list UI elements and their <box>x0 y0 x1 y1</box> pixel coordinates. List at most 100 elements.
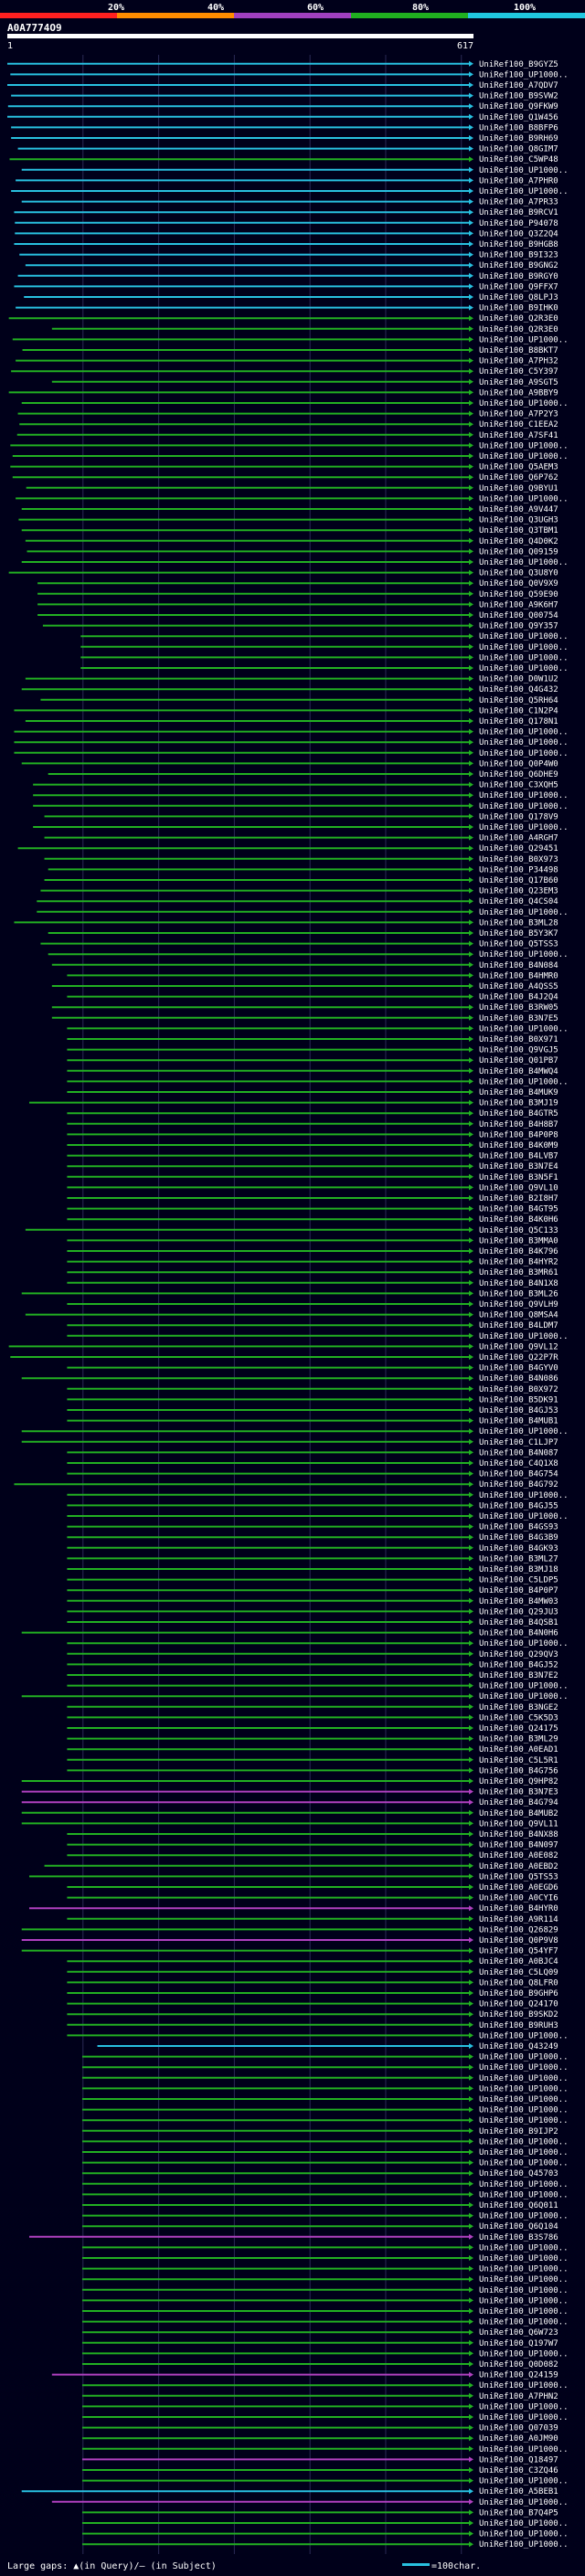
hit-label[interactable]: UniRef100_A7SF41 <box>479 431 558 440</box>
hit-label[interactable]: UniRef100_B2I8H7 <box>479 1194 558 1203</box>
hit-label[interactable]: UniRef100_Q29QV3 <box>479 1650 558 1659</box>
hit-label[interactable]: UniRef100_Q43249 <box>479 2042 558 2051</box>
hit-label[interactable]: UniRef100_Q9VGJ5 <box>479 1046 558 1055</box>
hit-label[interactable]: UniRef100_UP1000.. <box>479 2254 569 2263</box>
hit-label[interactable]: UniRef100_UP1000.. <box>479 632 569 641</box>
hit-label[interactable]: UniRef100_Q18497 <box>479 2455 558 2465</box>
hit-label[interactable]: UniRef100_UP1000.. <box>479 1639 569 1648</box>
hit-label[interactable]: UniRef100_B4N087 <box>479 1448 558 1458</box>
hit-label[interactable]: UniRef100_Q01PB7 <box>479 1056 558 1065</box>
hit-label[interactable]: UniRef100_B4G792 <box>479 1480 558 1489</box>
hit-label[interactable]: UniRef100_UP1000.. <box>479 2477 569 2486</box>
hit-label[interactable]: UniRef100_UP1000.. <box>479 2318 569 2327</box>
hit-label[interactable]: UniRef100_Q8LFR0 <box>479 1978 558 1988</box>
hit-label[interactable]: UniRef100_B9IJP2 <box>479 2127 558 2136</box>
hit-label[interactable]: UniRef100_Q9FKW9 <box>479 102 558 111</box>
hit-label[interactable]: UniRef100_UP1000.. <box>479 1682 569 1691</box>
hit-label[interactable]: UniRef100_UP1000.. <box>479 653 569 663</box>
hit-label[interactable]: UniRef100_B9IHK0 <box>479 304 558 313</box>
hit-label[interactable]: UniRef100_B9RCV1 <box>479 208 558 217</box>
hit-label[interactable]: UniRef100_B4LDM7 <box>479 1321 558 1330</box>
hit-label[interactable]: UniRef100_UP1000.. <box>479 2116 569 2125</box>
hit-label[interactable]: UniRef100_B9GNG2 <box>479 261 558 270</box>
hit-label[interactable]: UniRef100_Q9Y357 <box>479 622 558 631</box>
hit-label[interactable]: UniRef100_Q0P4W0 <box>479 759 558 769</box>
hit-label[interactable]: UniRef100_A7P2Y3 <box>479 410 558 419</box>
hit-label[interactable]: UniRef100_UP1000.. <box>479 2402 569 2412</box>
hit-label[interactable]: UniRef100_B4K0H6 <box>479 1215 558 1224</box>
hit-label[interactable]: UniRef100_UP1000.. <box>479 2106 569 2115</box>
hit-label[interactable]: UniRef100_Q2R3E0 <box>479 325 558 334</box>
hit-label[interactable]: UniRef100_Q3Z2Q4 <box>479 229 558 239</box>
hit-label[interactable]: UniRef100_C4Q1X8 <box>479 1459 558 1468</box>
hit-label[interactable]: UniRef100_B4GJ53 <box>479 1406 558 1415</box>
hit-label[interactable]: UniRef100_B9RH69 <box>479 134 558 143</box>
hit-label[interactable]: UniRef100_Q4G432 <box>479 685 558 694</box>
hit-label[interactable]: UniRef100_Q9HP82 <box>479 1777 558 1786</box>
hit-label[interactable]: UniRef100_UP1000.. <box>479 2212 569 2221</box>
hit-label[interactable]: UniRef100_Q4D0K2 <box>479 537 558 546</box>
hit-label[interactable]: UniRef100_B4MUK9 <box>479 1088 558 1097</box>
hit-label[interactable]: UniRef100_B3ML29 <box>479 1735 558 1744</box>
hit-label[interactable]: UniRef100_C5K5D3 <box>479 1713 558 1723</box>
hit-label[interactable]: UniRef100_Q3U8Y0 <box>479 569 558 578</box>
hit-label[interactable]: UniRef100_C3ZQ46 <box>479 2466 558 2475</box>
hit-label[interactable]: UniRef100_Q197W7 <box>479 2339 558 2348</box>
hit-label[interactable]: UniRef100_UP1000.. <box>479 2063 569 2072</box>
hit-label[interactable]: UniRef100_Q8GIM7 <box>479 145 558 154</box>
hit-label[interactable]: UniRef100_Q29451 <box>479 844 558 853</box>
hit-label[interactable]: UniRef100_UP1000.. <box>479 399 569 408</box>
hit-label[interactable]: UniRef100_Q178N1 <box>479 717 558 726</box>
hit-label[interactable]: UniRef100_B5DK91 <box>479 1395 558 1405</box>
hit-label[interactable]: UniRef100_C5LDP5 <box>479 1576 558 1585</box>
hit-label[interactable]: UniRef100_UP1000.. <box>479 2498 569 2507</box>
hit-label[interactable]: UniRef100_C1LJP7 <box>479 1438 558 1447</box>
hit-label[interactable]: UniRef100_B4K796 <box>479 1247 558 1256</box>
hit-label[interactable]: UniRef100_B4P0P8 <box>479 1130 558 1140</box>
hit-label[interactable]: UniRef100_UP1000.. <box>479 2530 569 2539</box>
hit-label[interactable]: UniRef100_Q5TS53 <box>479 1872 558 1882</box>
hit-label[interactable]: UniRef100_Q5TSS3 <box>479 940 558 949</box>
hit-label[interactable]: UniRef100_UP1000.. <box>479 1512 569 1521</box>
hit-label[interactable]: UniRef100_B9HGB8 <box>479 240 558 249</box>
hit-label[interactable]: UniRef100_P94078 <box>479 219 558 228</box>
hit-label[interactable]: UniRef100_UP1000.. <box>479 2243 569 2253</box>
hit-label[interactable]: UniRef100_Q17B60 <box>479 876 558 885</box>
hit-label[interactable]: UniRef100_A9V447 <box>479 505 558 514</box>
hit-label[interactable]: UniRef100_Q9FFX7 <box>479 282 558 292</box>
hit-label[interactable]: UniRef100_Q178V9 <box>479 812 558 822</box>
hit-label[interactable]: UniRef100_UP1000.. <box>479 1077 569 1087</box>
hit-label[interactable]: UniRef100_B0X972 <box>479 1385 558 1394</box>
hit-label[interactable]: UniRef100_B4QSB1 <box>479 1618 558 1627</box>
hit-label[interactable]: UniRef100_B4P0P7 <box>479 1586 558 1595</box>
hit-label[interactable]: UniRef100_UP1000.. <box>479 1427 569 1436</box>
hit-label[interactable]: UniRef100_Q2R3E0 <box>479 314 558 323</box>
hit-label[interactable]: UniRef100_Q59E90 <box>479 590 558 599</box>
hit-label[interactable]: UniRef100_B9RGY0 <box>479 272 558 281</box>
hit-label[interactable]: UniRef100_UP1000.. <box>479 1024 569 1034</box>
hit-label[interactable]: UniRef100_UP1000.. <box>479 802 569 811</box>
hit-label[interactable]: UniRef100_C3XQH5 <box>479 781 558 790</box>
hit-label[interactable]: UniRef100_A0E082 <box>479 1851 558 1860</box>
hit-label[interactable]: UniRef100_B0X973 <box>479 855 558 864</box>
hit-label[interactable]: UniRef100_UP1000.. <box>479 2445 569 2454</box>
hit-label[interactable]: UniRef100_B4N097 <box>479 1841 558 1850</box>
hit-label[interactable]: UniRef100_A0BJC4 <box>479 1957 558 1966</box>
hit-label[interactable]: UniRef100_UP1000.. <box>479 2286 569 2295</box>
hit-label[interactable]: UniRef100_UP1000.. <box>479 1692 569 1701</box>
hit-label[interactable]: UniRef100_UP1000.. <box>479 2265 569 2274</box>
hit-label[interactable]: UniRef100_B9GYZ5 <box>479 60 558 69</box>
hit-label[interactable]: UniRef100_B4N0H6 <box>479 1629 558 1638</box>
hit-label[interactable]: UniRef100_Q0V9X9 <box>479 579 558 588</box>
hit-label[interactable]: UniRef100_UP1000.. <box>479 2137 569 2147</box>
hit-label[interactable]: UniRef100_UP1000.. <box>479 452 569 461</box>
hit-label[interactable]: UniRef100_UP1000.. <box>479 2381 569 2390</box>
hit-label[interactable]: UniRef100_B3N5F1 <box>479 1173 558 1182</box>
hit-label[interactable]: UniRef100_Q24159 <box>479 2371 558 2380</box>
hit-label[interactable]: UniRef100_Q6Q104 <box>479 2222 558 2231</box>
hit-label[interactable]: UniRef100_B4N1X8 <box>479 1279 558 1288</box>
hit-label[interactable]: UniRef100_B9SKD2 <box>479 2010 558 2019</box>
hit-label[interactable]: UniRef100_A7PHR0 <box>479 176 558 186</box>
hit-label[interactable]: UniRef100_Q3UGH3 <box>479 516 558 525</box>
hit-label[interactable]: UniRef100_B4N086 <box>479 1374 558 1383</box>
